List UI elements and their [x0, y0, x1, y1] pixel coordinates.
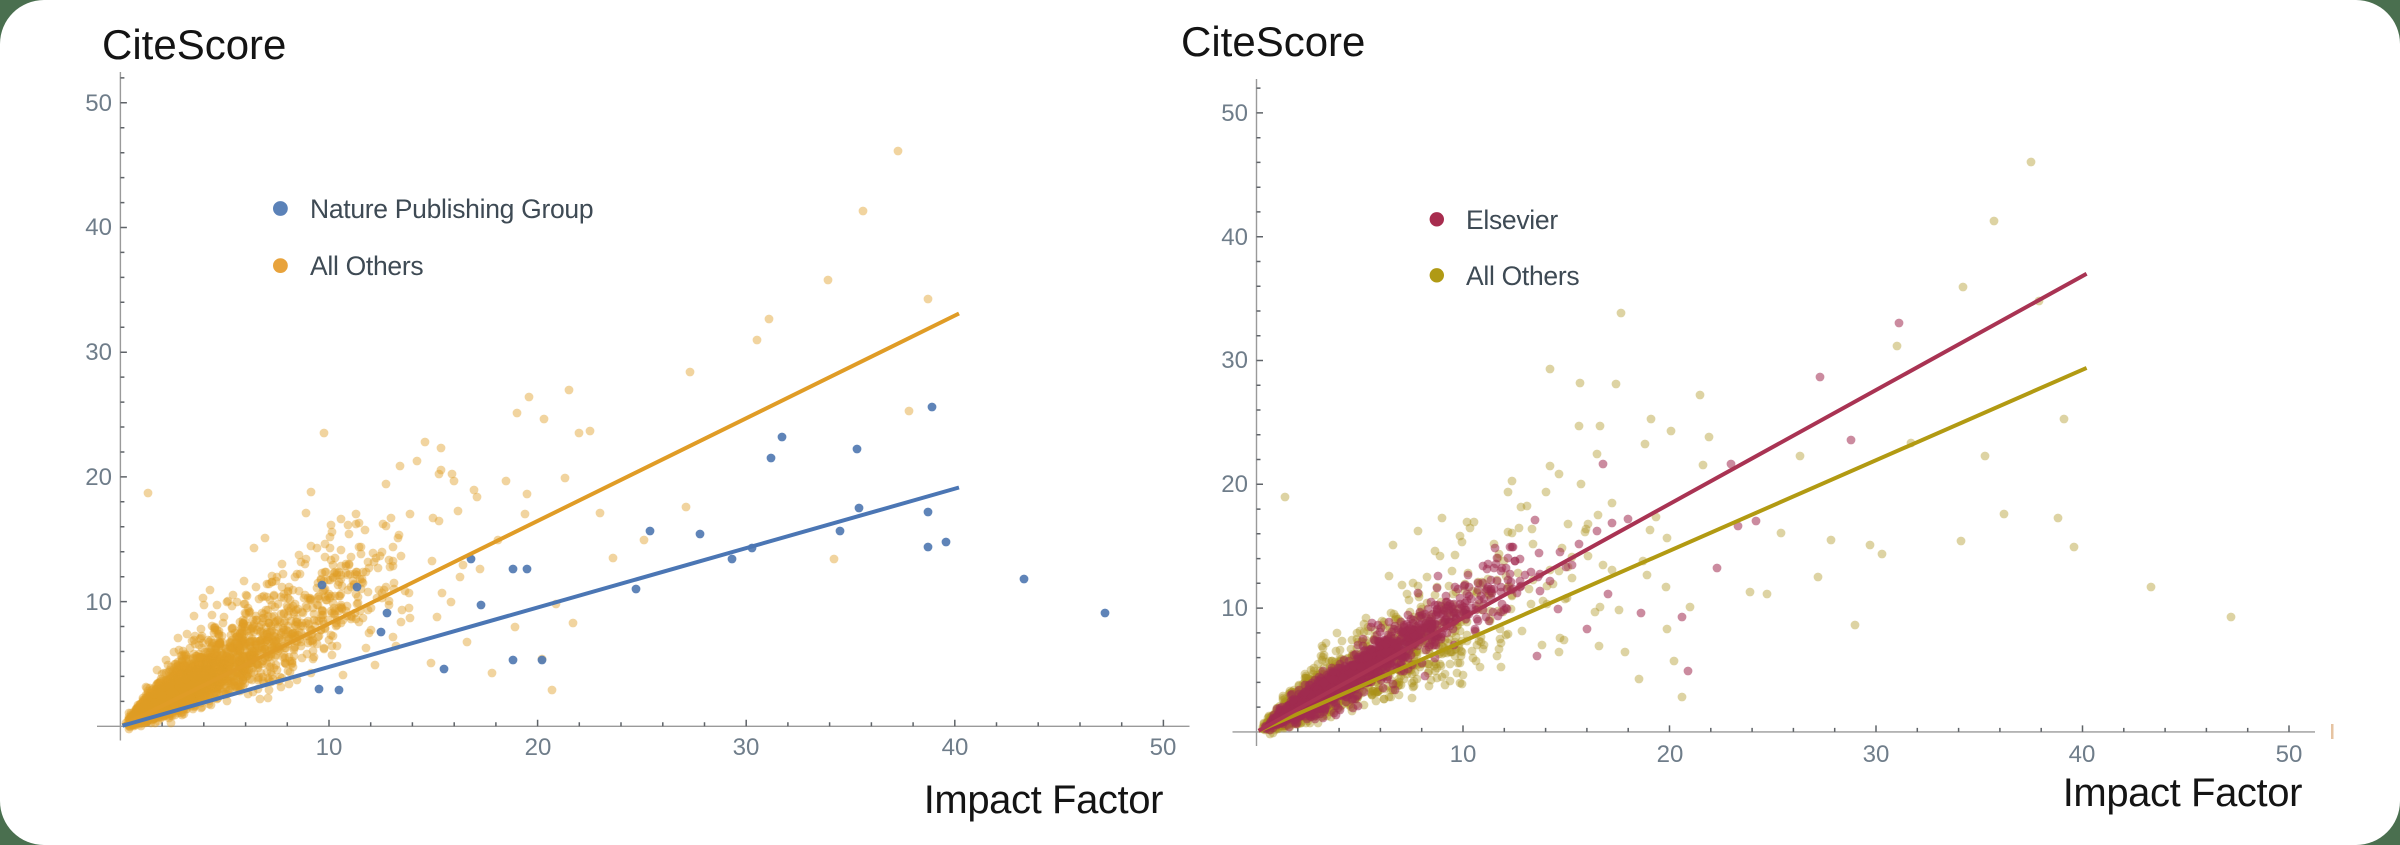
svg-text:20: 20: [1221, 471, 1248, 498]
svg-text:30: 30: [733, 734, 760, 761]
svg-text:20: 20: [1657, 741, 1684, 768]
svg-text:30: 30: [1221, 347, 1248, 374]
svg-text:50: 50: [2276, 741, 2303, 768]
svg-text:10: 10: [316, 734, 343, 761]
svg-text:50: 50: [85, 90, 112, 117]
svg-text:30: 30: [85, 339, 112, 366]
svg-text:30: 30: [1863, 741, 1890, 768]
svg-text:10: 10: [1221, 595, 1248, 622]
svg-text:10: 10: [85, 589, 112, 616]
svg-text:40: 40: [1221, 224, 1248, 251]
svg-text:50: 50: [1150, 734, 1177, 761]
svg-text:20: 20: [85, 464, 112, 491]
svg-text:40: 40: [2069, 741, 2096, 768]
svg-text:40: 40: [942, 734, 969, 761]
svg-text:50: 50: [1221, 100, 1248, 127]
svg-text:10: 10: [1450, 741, 1477, 768]
svg-text:40: 40: [85, 214, 112, 241]
svg-text:20: 20: [525, 734, 552, 761]
